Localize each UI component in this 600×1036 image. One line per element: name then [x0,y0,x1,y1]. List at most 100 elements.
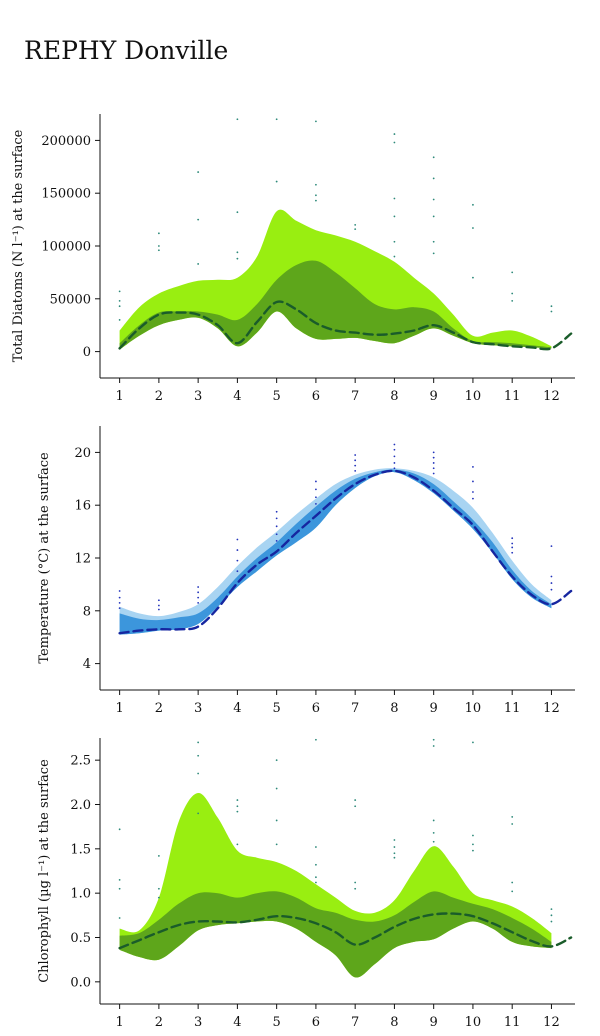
data-point [118,828,121,831]
x-tick-label: 1 [115,389,123,400]
data-point [432,451,435,454]
data-point [275,517,278,520]
data-point [432,472,435,475]
data-point [432,467,435,470]
data-point [432,745,435,747]
x-tick-label: 10 [465,701,482,716]
inner-band [119,469,552,635]
x-tick-label: 1 [115,1015,123,1030]
data-point [236,805,239,808]
data-point [118,590,121,592]
data-point [432,252,435,255]
data-point [118,596,121,599]
x-tick-label: 10 [465,1015,482,1030]
data-point [315,480,317,483]
data-point [432,240,435,243]
data-point [118,319,121,321]
data-point [197,754,200,757]
page-title: REPHY Donville [24,36,229,65]
data-point [118,601,121,604]
x-tick-label: 4 [233,1015,241,1030]
x-tick-label: 5 [273,701,281,716]
data-point [236,559,239,562]
data-point [550,914,553,917]
y-tick-label: 1.5 [70,842,91,857]
data-point [550,908,553,911]
data-point [315,194,317,197]
data-point [393,462,396,464]
y-tick-label: 1.0 [70,887,91,902]
y-tick-label: 4 [83,657,91,672]
data-point [275,533,278,536]
data-point [393,133,396,135]
y-tick-label: 50000 [50,292,91,307]
data-point [236,211,239,214]
data-point [315,502,317,505]
x-tick-label: 9 [430,1015,438,1030]
data-point [315,846,317,848]
x-tick-label: 3 [194,1015,202,1030]
data-point [275,843,278,846]
data-point [354,228,357,231]
data-point [315,488,317,491]
data-point [393,141,396,144]
data-point [432,819,435,822]
data-point [550,545,553,548]
data-point [275,539,278,542]
x-tick-label: 6 [312,389,320,400]
data-point [472,480,474,483]
data-point [393,846,396,848]
x-tick-label: 7 [351,1015,359,1030]
data-point [197,591,200,594]
data-point [354,223,357,226]
x-tick-label: 1 [115,701,123,716]
data-point [432,738,435,741]
data-point [432,456,435,459]
data-point [275,759,278,762]
x-tick-label: 6 [312,1015,320,1030]
data-point [472,203,474,206]
y-tick-label: 2.5 [70,754,91,769]
data-point [118,878,121,881]
x-tick-label: 7 [351,389,359,400]
data-point [550,305,553,308]
data-point [511,300,514,302]
data-point [354,459,357,462]
data-point [393,852,396,855]
median-line [118,300,573,351]
data-point [354,887,357,890]
inner-band [119,260,552,350]
data-point [354,464,357,467]
data-point [157,887,160,890]
data-point [157,608,160,611]
data-point [275,118,278,121]
data-point [472,741,474,744]
data-point [236,843,239,846]
data-point [275,525,278,528]
data-point [393,255,396,258]
x-tick-label: 11 [504,701,521,716]
x-tick-label: 2 [155,701,163,716]
y-tick-label: 8 [83,604,91,619]
data-point [550,588,553,591]
x-tick-label: 11 [504,1015,521,1030]
y-axis-label: Temperature (°C) at the surface [37,452,52,664]
y-tick-label: 150000 [41,187,91,202]
data-point [432,215,435,218]
data-point [354,799,357,801]
x-tick-label: 2 [155,1015,163,1030]
x-tick-label: 9 [430,701,438,716]
median-line [118,912,573,950]
data-point [315,876,317,879]
data-point [511,537,514,540]
data-point [550,575,553,578]
data-point [511,271,514,274]
data-point [315,881,317,884]
data-point [118,300,121,302]
data-point [157,604,160,607]
data-point [393,856,396,859]
x-tick-label: 4 [233,389,241,400]
data-point [511,551,514,554]
